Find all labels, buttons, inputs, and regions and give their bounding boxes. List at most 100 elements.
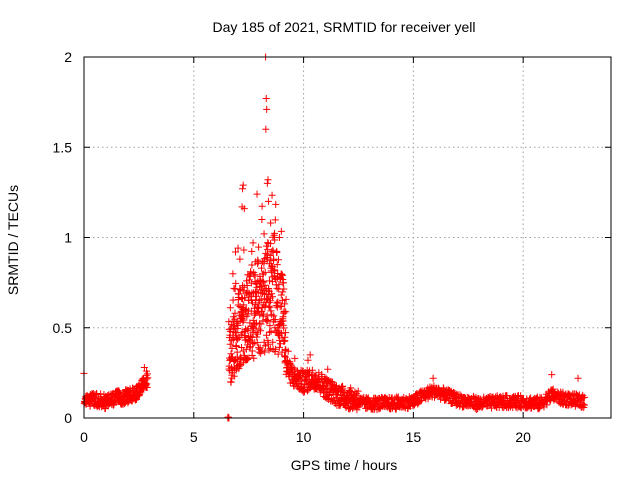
data-point <box>267 219 275 227</box>
data-point <box>274 269 282 277</box>
data-point <box>548 371 556 379</box>
data-point <box>267 307 275 315</box>
data-point <box>232 356 240 364</box>
y-tick-labels: 0 0.5 1 1.5 2 <box>53 49 73 426</box>
data-point <box>517 392 525 400</box>
data-point <box>272 345 280 353</box>
data-point <box>229 270 237 278</box>
data-point <box>250 354 258 362</box>
data-point <box>259 277 267 285</box>
data-point <box>252 296 260 304</box>
data-point <box>258 202 266 210</box>
data-point <box>243 277 251 285</box>
data-points <box>80 53 589 422</box>
data-point <box>260 338 268 346</box>
data-point <box>240 205 248 213</box>
data-point <box>249 239 257 247</box>
data-point <box>248 347 256 355</box>
data-point <box>242 306 250 314</box>
data-point <box>226 340 234 348</box>
data-point <box>260 230 268 238</box>
data-point <box>269 246 277 254</box>
x-tick-label: 20 <box>515 429 531 445</box>
data-point <box>263 105 271 113</box>
data-point <box>304 356 312 364</box>
data-point <box>308 366 316 374</box>
data-point <box>314 374 322 382</box>
data-point <box>271 236 279 244</box>
data-point <box>228 344 236 352</box>
data-point <box>268 262 276 270</box>
data-point <box>279 288 287 296</box>
data-point <box>234 321 242 329</box>
data-point <box>239 181 247 189</box>
data-point <box>235 290 243 298</box>
data-point <box>280 309 288 317</box>
data-point <box>278 329 286 337</box>
y-tick-label: 2 <box>64 49 72 65</box>
data-point <box>280 285 288 293</box>
data-point <box>272 200 280 208</box>
data-point <box>274 298 282 306</box>
data-point <box>233 318 241 326</box>
data-point <box>266 277 274 285</box>
data-point <box>227 350 235 358</box>
data-point <box>269 293 277 301</box>
data-point <box>231 309 239 317</box>
data-point <box>263 255 271 263</box>
data-point <box>143 375 151 383</box>
data-point <box>267 327 275 335</box>
data-point <box>274 350 282 358</box>
data-point <box>266 322 274 330</box>
data-point <box>144 374 152 382</box>
data-point <box>418 396 426 404</box>
data-point <box>232 342 240 350</box>
data-point <box>240 246 248 254</box>
data-point <box>259 270 267 278</box>
data-point <box>339 388 347 396</box>
data-point <box>263 179 271 187</box>
data-point <box>228 336 236 344</box>
x-tick-label: 15 <box>406 429 422 445</box>
data-point <box>579 400 587 408</box>
data-point <box>261 268 269 276</box>
data-point <box>243 326 251 334</box>
data-point <box>143 384 151 392</box>
data-point <box>266 328 274 336</box>
gridlines <box>84 57 611 418</box>
data-point <box>133 395 141 403</box>
data-point <box>255 243 263 251</box>
data-point <box>253 339 261 347</box>
data-point <box>271 216 279 224</box>
data-point <box>354 387 362 395</box>
data-point <box>101 405 109 413</box>
data-point <box>277 291 285 299</box>
data-point <box>429 374 437 382</box>
data-point <box>258 215 266 223</box>
data-point <box>273 299 281 307</box>
data-point <box>351 388 359 396</box>
data-point <box>264 197 272 205</box>
plot-frame <box>83 56 612 419</box>
data-point <box>284 347 292 355</box>
data-point <box>115 387 123 395</box>
data-point <box>273 261 281 269</box>
data-point <box>230 357 238 365</box>
data-point <box>261 281 269 289</box>
data-point <box>581 393 589 401</box>
data-point <box>236 255 244 263</box>
data-point <box>270 255 278 263</box>
data-point <box>265 286 273 294</box>
y-tick-label: 1 <box>64 230 72 246</box>
data-point <box>264 316 272 324</box>
data-point <box>270 229 278 237</box>
data-point <box>262 249 270 257</box>
data-point <box>273 248 281 256</box>
data-point <box>226 304 234 312</box>
data-point <box>275 343 283 351</box>
data-point <box>238 311 246 319</box>
data-point <box>229 317 237 325</box>
data-point <box>230 372 238 380</box>
data-point <box>273 303 281 311</box>
data-point <box>248 261 256 269</box>
